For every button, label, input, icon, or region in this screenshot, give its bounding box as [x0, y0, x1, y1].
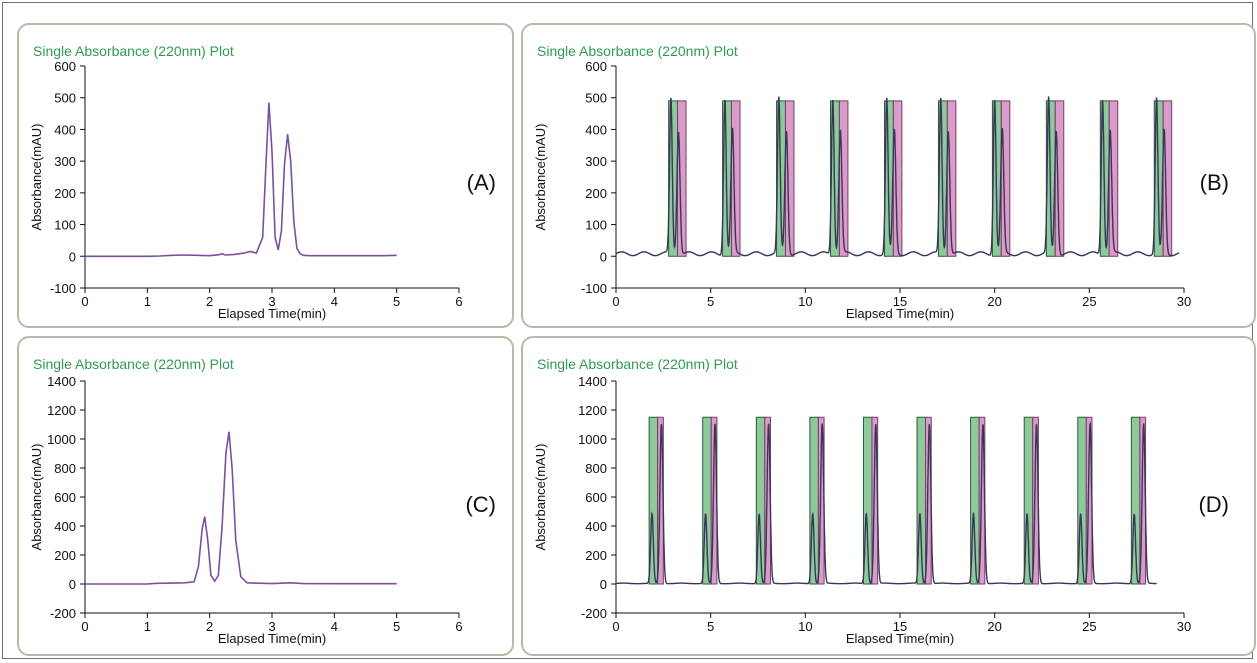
x-tick-label: 25	[1082, 619, 1096, 634]
x-tick-label: 2	[206, 619, 213, 634]
chart-panel-c: -200 0 200 400 600 800 1000 1200 1400 0 1 2 3 4 5 6 Elap…	[17, 336, 514, 656]
x-axis-label: Elapsed Time(min)	[846, 306, 954, 321]
x-tick-label: 5	[707, 294, 714, 309]
y-tick-label: 600	[54, 59, 76, 74]
y-tick-label: 0	[69, 249, 76, 264]
series-line	[615, 96, 1180, 257]
chart-plot-c: -200 0 200 400 600 800 1000 1200 1400 0 1 2 3 4 5 6 Elap…	[29, 374, 463, 646]
y-tick-label: 1200	[47, 403, 76, 418]
y-tick-label: 400	[585, 122, 607, 137]
x-tick-label: 4	[331, 619, 338, 634]
series-line	[85, 102, 397, 258]
chart-title: Single Absorbance (220nm) Plot	[537, 43, 738, 59]
y-tick-label: 1400	[47, 374, 76, 389]
y-tick-label: 200	[585, 186, 607, 201]
chart-title: Single Absorbance (220nm) Plot	[33, 43, 234, 59]
y-tick-label: -200	[581, 606, 607, 621]
y-tick-label: 600	[585, 59, 607, 74]
x-axis-label: Elapsed Time(min)	[218, 306, 326, 321]
y-tick-label: -100	[50, 281, 76, 296]
y-tick-label: 800	[585, 461, 607, 476]
series-line	[616, 421, 1157, 585]
y-tick-label: 500	[585, 91, 607, 106]
x-tick-label: 10	[798, 619, 812, 634]
x-tick-label: 4	[331, 294, 338, 309]
y-tick-label: 1400	[578, 374, 607, 389]
chart-title: Single Absorbance (220nm) Plot	[537, 356, 738, 372]
y-axis-label: Absorbance(mAU)	[29, 444, 44, 551]
chart-plot-a: -100 0 100 200 300 400 500 600 0 1 2 3 4 5 6 Elapsed Ti…	[29, 59, 463, 321]
x-tick-label: 10	[798, 294, 812, 309]
y-tick-label: 800	[54, 461, 76, 476]
chart-panel-d: -200 0 200 400 600 800 1000 1200 1400 0 5 10 15 20 25 3…	[521, 336, 1256, 656]
y-tick-label: 100	[54, 218, 76, 233]
x-axis-label: Elapsed Time(min)	[846, 631, 954, 646]
x-tick-label: 0	[612, 294, 619, 309]
y-tick-label: 0	[600, 577, 607, 592]
chart-plot-b: -100 0 100 200 300 400 500 600 0 5 10 15 20 25 30 Elaps…	[533, 59, 1191, 321]
series-line	[85, 431, 397, 585]
y-axis-label: Absorbance(mAU)	[533, 124, 548, 231]
x-tick-label: 0	[81, 619, 88, 634]
panel-label: (A)	[466, 170, 496, 195]
x-tick-label: 2	[206, 294, 213, 309]
y-tick-label: 600	[585, 490, 607, 505]
x-tick-label: 1	[144, 294, 151, 309]
y-axis-label: Absorbance(mAU)	[533, 444, 548, 551]
x-tick-label: 5	[393, 294, 400, 309]
y-tick-label: 0	[600, 249, 607, 264]
y-tick-label: 400	[54, 122, 76, 137]
x-tick-label: 1	[144, 619, 151, 634]
x-tick-label: 3	[268, 294, 275, 309]
y-tick-label: 1000	[578, 432, 607, 447]
y-tick-label: 1200	[578, 403, 607, 418]
y-tick-label: -200	[50, 606, 76, 621]
panel-label: (B)	[1199, 170, 1229, 195]
x-tick-label: 20	[987, 294, 1001, 309]
x-tick-label: 0	[612, 619, 619, 634]
y-tick-label: 500	[54, 91, 76, 106]
y-tick-label: 1000	[47, 432, 76, 447]
y-tick-label: 200	[54, 186, 76, 201]
x-tick-label: 15	[893, 294, 907, 309]
y-tick-label: 200	[585, 548, 607, 563]
chart-panel-a: -100 0 100 200 300 400 500 600 0 1 2 3 4 5 6 Elapsed Ti…	[17, 23, 514, 328]
x-tick-label: 5	[393, 619, 400, 634]
x-tick-label: 20	[987, 619, 1001, 634]
y-tick-label: 600	[54, 490, 76, 505]
x-tick-label: 6	[455, 619, 462, 634]
panel-label: (D)	[1198, 492, 1229, 517]
y-tick-label: -100	[581, 281, 607, 296]
x-tick-label: 0	[81, 294, 88, 309]
panel-label: (C)	[465, 492, 496, 517]
chart-plot-d: -200 0 200 400 600 800 1000 1200 1400 0 5 10 15 20 25 3…	[533, 374, 1191, 646]
x-tick-label: 6	[455, 294, 462, 309]
chart-panel-b: -100 0 100 200 300 400 500 600 0 5 10 15 20 25 30 Elaps…	[521, 23, 1256, 328]
x-axis-label: Elapsed Time(min)	[218, 631, 326, 646]
x-tick-label: 5	[707, 619, 714, 634]
x-tick-label: 30	[1177, 294, 1191, 309]
y-tick-label: 300	[54, 154, 76, 169]
x-tick-label: 25	[1082, 294, 1096, 309]
y-tick-label: 200	[54, 548, 76, 563]
y-tick-label: 300	[585, 154, 607, 169]
x-tick-label: 15	[893, 619, 907, 634]
y-tick-label: 0	[69, 577, 76, 592]
y-tick-label: 400	[585, 519, 607, 534]
x-tick-label: 3	[268, 619, 275, 634]
y-axis-label: Absorbance(mAU)	[29, 124, 44, 231]
y-tick-label: 100	[585, 218, 607, 233]
chart-title: Single Absorbance (220nm) Plot	[33, 356, 234, 372]
y-tick-label: 400	[54, 519, 76, 534]
x-tick-label: 30	[1177, 619, 1191, 634]
